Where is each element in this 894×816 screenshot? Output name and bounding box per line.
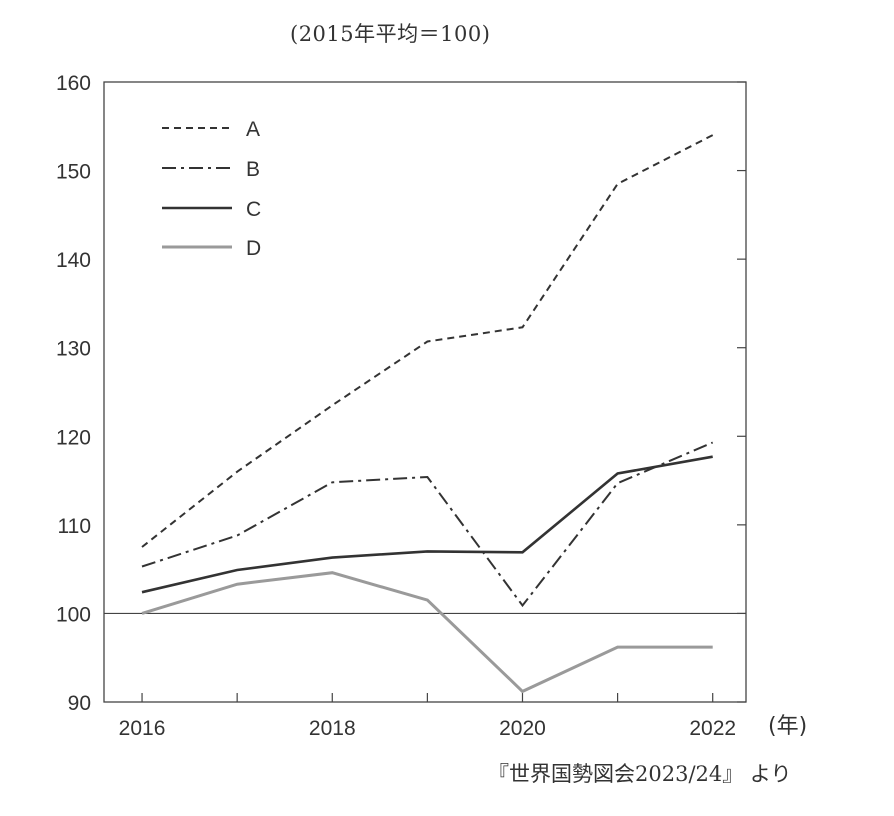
- y-tick-label: 130: [56, 338, 91, 361]
- y-tick-label: 160: [56, 72, 91, 95]
- series-line-D: [141, 571, 713, 694]
- plot-frame: [103, 81, 747, 703]
- series-line-C: [141, 455, 713, 594]
- series-line-A: [141, 134, 714, 548]
- y-tick-label: 110: [58, 515, 91, 538]
- y-tick-label: 140: [56, 249, 91, 272]
- x-tick-label: 2020: [499, 717, 546, 740]
- y-tick-label: 100: [56, 603, 91, 626]
- x-tick-label: 2016: [119, 717, 166, 740]
- series-line-B: [141, 441, 714, 608]
- legend-label-D: D: [246, 237, 261, 260]
- x-tick-label: 2018: [309, 717, 356, 740]
- chart-subtitle: (2015年平均＝100): [290, 22, 491, 46]
- legend-label-A: A: [246, 118, 260, 141]
- source-note: 『世界国勢図会2023/24』 より: [488, 762, 792, 786]
- y-tick-label: 120: [56, 426, 91, 449]
- y-tick-label: 150: [56, 161, 91, 184]
- legend-label-C: C: [246, 198, 261, 221]
- y-tick-label: 90: [68, 692, 91, 715]
- x-axis-unit-label: (年): [768, 714, 808, 739]
- legend-label-B: B: [246, 158, 260, 181]
- x-tick-label: 2022: [689, 717, 736, 740]
